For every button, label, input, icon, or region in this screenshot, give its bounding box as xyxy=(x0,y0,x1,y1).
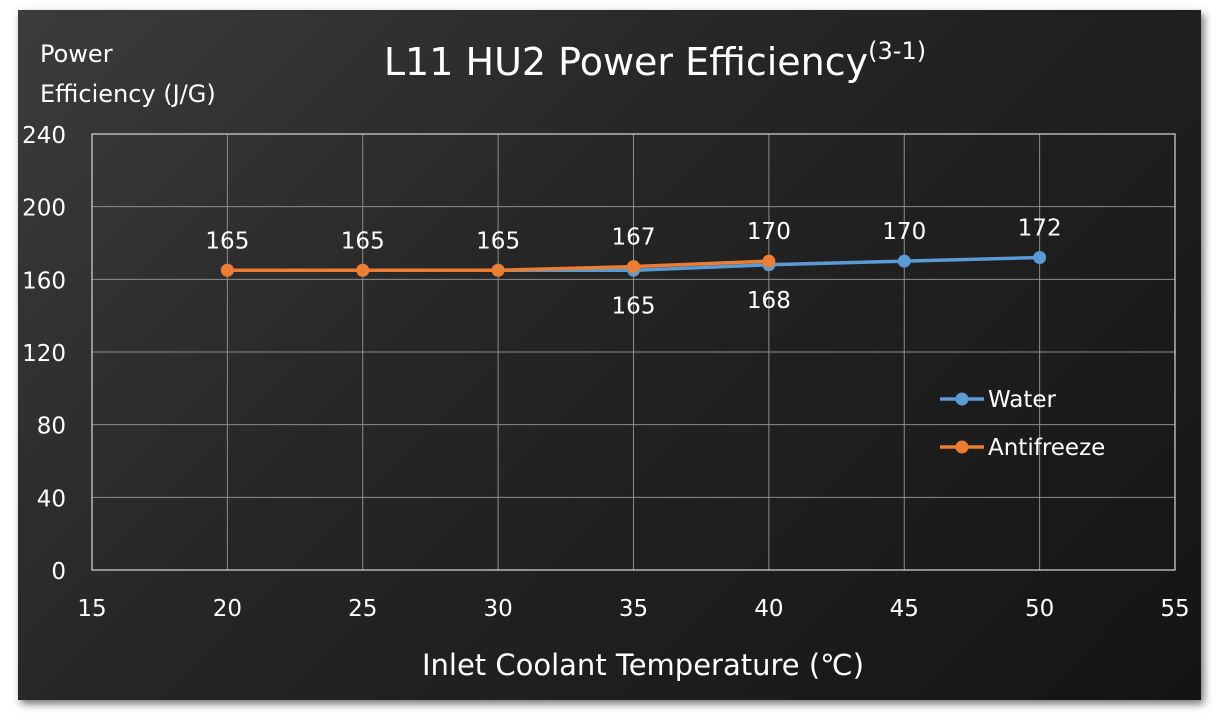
x-tick-label: 15 xyxy=(77,596,106,622)
series-group xyxy=(220,251,1047,277)
x-axis-label: Inlet Coolant Temperature (℃) xyxy=(422,648,864,682)
data-point-antifreeze xyxy=(491,263,505,277)
x-tick-label: 30 xyxy=(483,596,512,622)
data-label: 170 xyxy=(747,219,791,245)
chart-title-superscript: (3-1) xyxy=(868,37,926,65)
y-tick-label: 160 xyxy=(22,268,66,294)
y-tick-label: 40 xyxy=(37,486,66,512)
chart-frame xyxy=(18,10,1201,700)
y-axis-label-line2: Efficiency (J/G) xyxy=(40,80,216,108)
legend: Water Antifreeze xyxy=(940,387,1105,461)
data-label: 172 xyxy=(1018,216,1062,242)
y-tick-label: 120 xyxy=(22,341,66,367)
grid-lines xyxy=(91,133,1176,571)
data-label: 167 xyxy=(612,225,656,251)
y-tick-label: 200 xyxy=(22,196,66,222)
data-label: 168 xyxy=(747,288,791,314)
data-label: 165 xyxy=(205,228,249,254)
data-label: 165 xyxy=(341,228,385,254)
y-axis-label-line1: Power xyxy=(40,40,113,68)
data-point-water xyxy=(897,254,911,268)
x-tick-label: 45 xyxy=(890,596,919,622)
x-tick-label: 25 xyxy=(348,596,377,622)
data-label: 165 xyxy=(612,293,656,319)
x-tick-label: 55 xyxy=(1160,596,1189,622)
legend-entry-antifreeze: Antifreeze xyxy=(988,435,1105,461)
data-point-antifreeze xyxy=(762,254,776,268)
data-point-antifreeze xyxy=(220,263,234,277)
data-point-water xyxy=(1033,251,1047,265)
y-tick-label: 240 xyxy=(22,123,66,149)
data-point-antifreeze xyxy=(627,260,640,274)
plot-area-border xyxy=(91,133,1176,571)
data-labels: 165 168 170 172 165 165 165 167 170 xyxy=(205,216,1061,320)
y-tick-label: 80 xyxy=(37,414,66,440)
data-label: 170 xyxy=(882,219,926,245)
x-tick-label: 50 xyxy=(1025,596,1054,622)
data-label: 165 xyxy=(476,228,520,254)
chart-title: L11 HU2 Power Efficiency(3-1) xyxy=(384,37,926,84)
data-point-antifreeze xyxy=(356,263,370,277)
y-tick-label: 0 xyxy=(51,559,66,585)
x-tick-label: 35 xyxy=(619,596,648,622)
y-axis-ticks: 0 40 80 120 160 200 240 xyxy=(22,123,66,585)
x-axis-ticks: 15 20 25 30 35 40 45 50 55 xyxy=(77,596,1189,622)
legend-swatch-marker xyxy=(955,392,969,406)
legend-entry-water: Water xyxy=(988,387,1057,413)
x-tick-label: 40 xyxy=(754,596,783,622)
x-tick-label: 20 xyxy=(213,596,242,622)
legend-swatch-marker xyxy=(955,440,969,454)
